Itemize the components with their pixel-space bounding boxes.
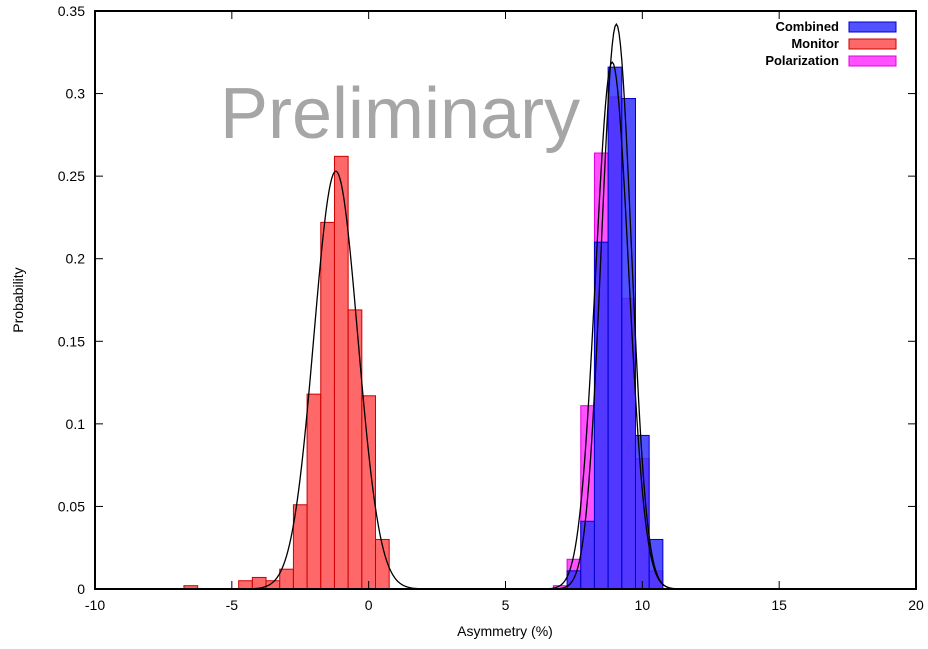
watermark-text: Preliminary — [220, 74, 580, 154]
y-tick-label: 0.2 — [66, 251, 86, 267]
legend: Combined Monitor Polarization — [765, 19, 897, 68]
monitor-histogram-bar — [292, 504, 308, 590]
x-tick-label: 10 — [635, 597, 651, 613]
gaussian-fit-curve-1 — [95, 170, 916, 590]
x-tick-label: 5 — [502, 597, 510, 613]
y-axis-label: Probability — [10, 267, 26, 332]
x-tick-label: -5 — [226, 597, 239, 613]
monitor-histogram-bar — [279, 568, 294, 590]
monitor-histogram-bar — [333, 155, 349, 590]
monitor-histogram-bar — [238, 580, 253, 590]
y-tick-label: 0.25 — [58, 168, 85, 184]
y-tick-label: 0.35 — [58, 3, 85, 19]
x-tick-label: -10 — [85, 597, 105, 613]
legend-label: Polarization — [765, 53, 839, 68]
legend-swatch — [848, 21, 897, 33]
y-tick-label: 0 — [77, 581, 85, 597]
combined-histogram-bar — [607, 66, 623, 590]
monitor-histogram-bar — [306, 393, 322, 590]
legend-label: Monitor — [791, 36, 839, 51]
legend-swatch — [848, 55, 897, 67]
legend-swatch — [848, 38, 897, 50]
y-tick-label: 0.15 — [58, 333, 85, 349]
combined-histogram-bar — [580, 520, 595, 590]
y-tick-label: 0.1 — [66, 416, 86, 432]
y-tick-labels: 0 0.05 0.1 0.15 0.2 0.25 0.3 0.35 — [58, 3, 85, 597]
x-tick-label: 0 — [365, 597, 373, 613]
y-tick-label: 0.05 — [58, 498, 85, 514]
x-tick-label: 20 — [908, 597, 924, 613]
x-tick-labels: -10 -5 0 5 10 15 20 — [85, 597, 924, 613]
legend-label: Combined — [775, 19, 839, 34]
axis-ticks — [94, 10, 917, 590]
histogram-bars — [183, 66, 664, 590]
combined-histogram-bar — [593, 241, 609, 590]
y-tick-label: 0.3 — [66, 86, 86, 102]
monitor-histogram-bar — [320, 221, 335, 590]
x-axis-label: Asymmetry (%) — [457, 623, 553, 639]
x-tick-label: 15 — [771, 597, 787, 613]
